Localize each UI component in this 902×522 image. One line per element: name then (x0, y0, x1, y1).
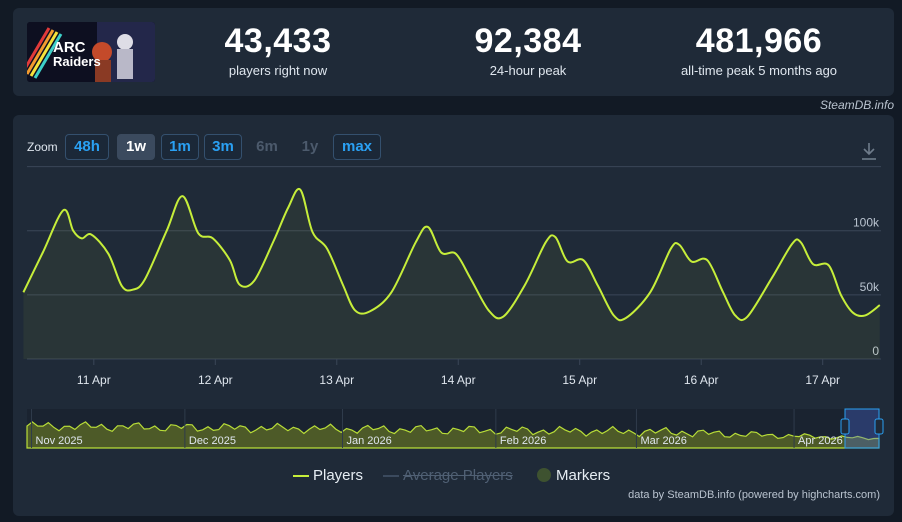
arc-raiders-logo: ARC Raiders (27, 22, 155, 82)
svg-text:ARC: ARC (53, 39, 86, 56)
navigator-right-handle[interactable] (874, 418, 884, 435)
x-tick-label: 14 Apr (441, 373, 476, 387)
zoom-max-button[interactable]: max (333, 134, 381, 160)
zoom-label: Zoom (27, 140, 58, 154)
y-tick-label: 0 (872, 344, 879, 358)
players-area (23, 188, 880, 359)
navigator-month-label: Nov 2025 (36, 435, 83, 447)
svg-text:Raiders: Raiders (53, 54, 101, 69)
download-icon[interactable] (860, 141, 878, 161)
navigator-month-label: Apr 2026 (798, 435, 843, 447)
peak-24h-stat: 92,384 24-hour peak (433, 22, 623, 80)
current-players-stat: 43,433 players right now (183, 22, 373, 80)
legend-markers-label: Markers (556, 467, 611, 484)
navigator-left-handle[interactable] (840, 418, 850, 435)
legend-average-players[interactable]: Average Players (383, 467, 513, 484)
x-tick-label: 11 Apr (77, 373, 111, 387)
peak-24h-value: 92,384 (474, 22, 582, 60)
navigator-month-label: Mar 2026 (640, 435, 686, 447)
current-players-label: players right now (228, 63, 328, 78)
legend-average-label: Average Players (403, 467, 513, 484)
all-time-peak-value: 481,966 (695, 22, 823, 60)
steamdb-credit[interactable]: SteamDB.info (819, 98, 894, 112)
navigator-month-label: Feb 2026 (500, 435, 546, 447)
legend-players-label: Players (313, 467, 364, 484)
x-tick-label: 13 Apr (319, 373, 354, 387)
peak-24h-label: 24-hour peak (489, 63, 567, 78)
all-time-peak-stat: 481,966 all-time peak 5 months ago (663, 22, 855, 80)
zoom-1y-button: 1y (301, 138, 319, 155)
navigator-selection[interactable] (844, 408, 880, 449)
x-tick-label: 12 Apr (198, 373, 233, 387)
zoom-1w-button[interactable]: 1w (117, 134, 155, 160)
zoom-3m-button[interactable]: 3m (204, 134, 242, 160)
navigator-month-label: Jan 2026 (347, 435, 392, 447)
zoom-1m-button[interactable]: 1m (161, 134, 199, 160)
legend-players-line-icon (293, 475, 309, 478)
legend-markers[interactable]: Markers (536, 467, 610, 484)
chart-panel: Zoom 48h 1w 1m 3m 6m 1y max 0 50k 100k 11 A… (13, 115, 894, 516)
navigator-month-label: Dec 2025 (189, 435, 236, 447)
x-tick-label: 15 Apr (562, 373, 597, 387)
all-time-peak-label: all-time peak 5 months ago (680, 63, 838, 78)
legend-average-line-icon (383, 475, 399, 478)
y-tick-label: 50k (860, 280, 880, 294)
zoom-6m-button: 6m (256, 138, 278, 155)
players-line (22, 187, 881, 322)
zoom-48h-button[interactable]: 48h (65, 134, 109, 160)
x-tick-label: 16 Apr (684, 373, 719, 387)
stats-panel: ARC Raiders 43,433 players right now 92,… (13, 8, 894, 96)
x-tick-label: 17 Apr (805, 373, 840, 387)
current-players-value: 43,433 (224, 22, 332, 60)
highcharts-credit[interactable]: data by SteamDB.info (powered by highcha… (628, 489, 880, 501)
game-cover-image[interactable]: ARC Raiders (27, 22, 155, 82)
legend-markers-dot-icon (537, 467, 551, 482)
legend-players[interactable]: Players (293, 467, 363, 484)
navigator-series (26, 421, 880, 449)
player-chart[interactable]: 0 50k 100k 11 Apr 12 Apr 13 Apr 14 Apr 15 Apr 16… (13, 115, 894, 516)
y-tick-label: 100k (853, 216, 880, 230)
